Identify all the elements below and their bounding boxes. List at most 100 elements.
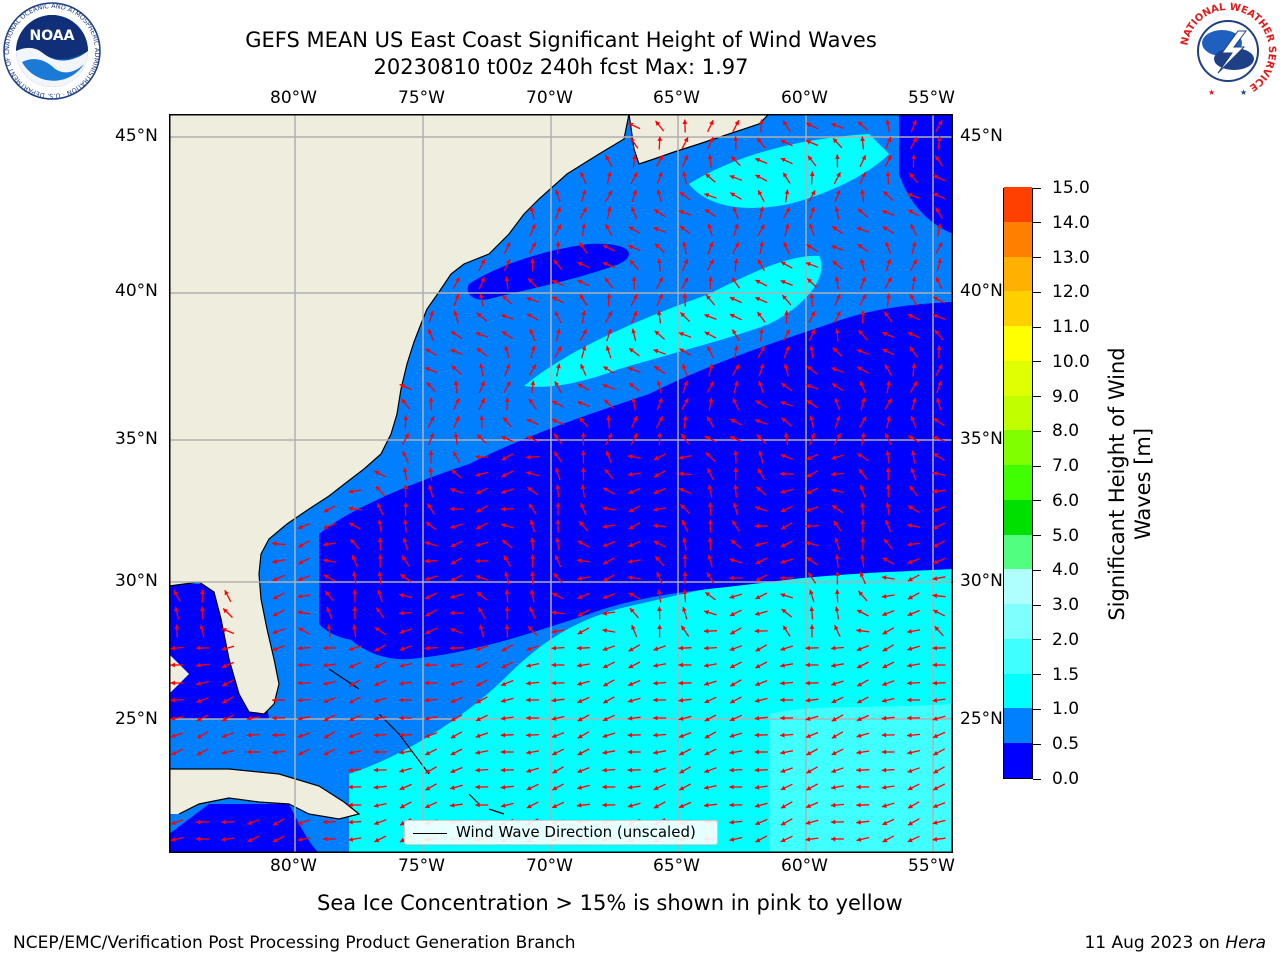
wave-direction-arrowhead xyxy=(756,434,762,440)
wave-direction-arrowhead xyxy=(908,804,913,809)
wave-direction-arrowhead xyxy=(577,681,582,686)
wave-direction-arrowhead xyxy=(476,524,481,530)
wave-field-deep-blue-west xyxy=(319,534,399,641)
wave-direction-arrowhead xyxy=(399,663,405,668)
wave-direction-arrowhead xyxy=(832,347,838,353)
wave-direction-arrowhead xyxy=(658,277,663,283)
wave-direction-arrowhead xyxy=(500,506,506,512)
wave-direction-arrowhead xyxy=(222,716,227,722)
wave-direction-arrowhead xyxy=(373,803,379,808)
wave-direction-arrowhead xyxy=(933,296,939,302)
colorbar-tick-label: 14.0 xyxy=(1052,212,1090,233)
wave-direction-arrowhead xyxy=(552,296,558,302)
wave-direction-arrowhead xyxy=(704,193,710,198)
wave-direction-arrowhead xyxy=(935,155,940,161)
wave-direction-arrowhead xyxy=(658,397,663,403)
wave-direction-arrowhead xyxy=(809,415,814,421)
wave-direction-arrowhead xyxy=(932,836,938,842)
colorbar-tick-label: 10.0 xyxy=(1052,351,1090,372)
wave-direction-arrowhead xyxy=(528,398,534,404)
wave-direction-arrowhead xyxy=(932,507,938,512)
wave-direction-arrowhead xyxy=(602,594,608,599)
wave-direction-arrowhead xyxy=(554,381,560,387)
wave-direction-arrowhead xyxy=(557,346,562,352)
wave-direction-arrowhead xyxy=(704,768,710,773)
wave-direction-arrowhead xyxy=(683,398,689,404)
wave-direction-arrowhead xyxy=(882,226,888,231)
wave-direction-arrowhead xyxy=(450,698,456,703)
wave-direction-arrowhead xyxy=(653,646,659,651)
wave-direction-arrowhead xyxy=(602,384,608,389)
wave-direction-arrowhead xyxy=(602,784,607,790)
wave-direction-arrowhead xyxy=(631,276,637,281)
wave-direction-arrowhead xyxy=(555,484,561,490)
map-frame xyxy=(169,114,953,853)
wave-direction-arrowhead xyxy=(729,819,734,825)
wave-direction-arrowhead xyxy=(806,489,812,495)
wave-direction-arrowhead xyxy=(478,624,484,630)
wave-direction-arrowhead xyxy=(836,433,841,439)
wave-direction-arrowhead xyxy=(424,662,429,668)
wave-direction-arrowhead xyxy=(755,663,761,669)
colorbar-tick-label: 8.0 xyxy=(1052,421,1080,442)
wave-direction-arrowhead xyxy=(480,398,485,404)
wave-direction-arrowhead xyxy=(754,784,760,790)
wave-direction-arrowhead xyxy=(475,663,481,669)
wave-direction-arrowhead xyxy=(373,732,379,738)
wave-direction-arrowhead xyxy=(174,624,180,629)
wave-direction-arrowhead xyxy=(682,606,687,612)
wave-direction-arrowhead xyxy=(832,226,838,231)
wave-direction-arrowhead xyxy=(554,451,559,457)
wave-direction-arrowhead xyxy=(733,450,739,455)
wave-direction-arrowhead xyxy=(628,226,634,231)
wave-direction-arrowhead xyxy=(856,227,862,232)
wave-direction-arrowhead xyxy=(222,681,228,687)
wave-direction-arrowhead xyxy=(606,415,611,421)
wave-direction-arrowhead xyxy=(885,520,890,525)
wave-direction-arrowhead xyxy=(628,245,634,250)
wave-direction-arrowhead xyxy=(933,418,939,423)
wave-direction-arrowhead xyxy=(754,732,760,738)
sea-ice-note: Sea Ice Concentration > 15% is shown in … xyxy=(317,891,903,915)
wave-direction-arrowhead xyxy=(475,733,481,738)
wave-direction-arrowhead xyxy=(729,784,734,790)
wave-direction-arrowhead xyxy=(704,331,710,337)
wave-direction-arrowhead xyxy=(908,435,913,440)
chart-title: GEFS MEAN US East Coast Significant Heig… xyxy=(245,28,877,52)
wave-direction-arrowhead xyxy=(399,837,405,843)
wave-direction-arrowhead xyxy=(910,224,915,230)
wave-direction-arrowhead xyxy=(834,206,840,212)
wave-direction-arrowhead xyxy=(551,697,557,703)
wave-direction-arrowhead xyxy=(653,785,659,791)
wave-direction-arrowhead xyxy=(705,452,711,458)
wave-direction-arrowhead xyxy=(173,590,178,596)
wave-direction-arrowhead xyxy=(831,663,836,668)
wave-direction-arrowhead xyxy=(807,365,812,371)
wave-direction-arrowhead xyxy=(475,646,481,651)
wave-direction-arrowhead xyxy=(758,380,763,386)
wave-direction-arrowhead xyxy=(755,297,761,302)
colorbar-segment xyxy=(1004,638,1032,674)
wave-direction-arrowhead xyxy=(938,242,943,248)
wave-direction-arrowhead xyxy=(679,348,685,353)
wave-direction-arrowhead xyxy=(805,384,811,389)
wave-direction-arrowhead xyxy=(729,175,735,180)
wave-direction-arrowhead xyxy=(526,419,532,424)
wave-direction-arrowhead xyxy=(170,820,176,825)
wave-direction-arrowhead xyxy=(705,209,710,214)
wave-direction-arrowhead xyxy=(399,610,404,616)
legend-arrow-sample xyxy=(413,833,447,834)
wave-direction-arrowhead xyxy=(882,837,888,843)
wave-direction-arrowhead xyxy=(455,398,460,404)
wave-direction-arrowhead xyxy=(933,609,939,615)
wave-direction-arrowhead xyxy=(556,224,562,230)
wave-direction-arrowhead xyxy=(653,227,659,232)
wave-direction-arrowhead xyxy=(374,820,380,825)
wave-direction-arrowhead xyxy=(529,503,534,509)
wave-direction-arrowhead xyxy=(529,589,535,595)
wave-direction-arrowhead xyxy=(730,611,735,617)
wave-direction-arrowhead xyxy=(577,279,583,285)
wave-direction-arrowhead xyxy=(450,524,456,529)
wave-direction-arrowhead xyxy=(704,785,709,790)
wave-direction-arrowhead xyxy=(934,330,940,335)
